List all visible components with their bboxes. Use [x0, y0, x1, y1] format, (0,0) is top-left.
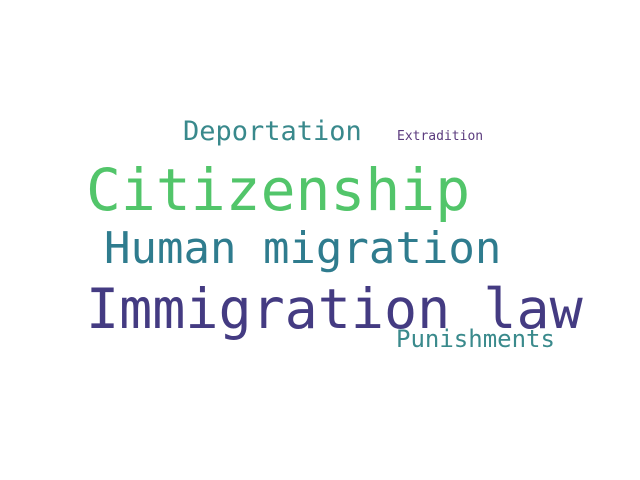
word-immigration-law: Immigration law: [86, 277, 583, 341]
word-deportation: Deportation: [183, 116, 362, 147]
word-extradition: Extradition: [397, 129, 484, 144]
word-human-migration: Human migration: [104, 223, 502, 274]
word-punishments: Punishments: [396, 325, 555, 353]
word-citizenship: Citizenship: [86, 156, 471, 224]
